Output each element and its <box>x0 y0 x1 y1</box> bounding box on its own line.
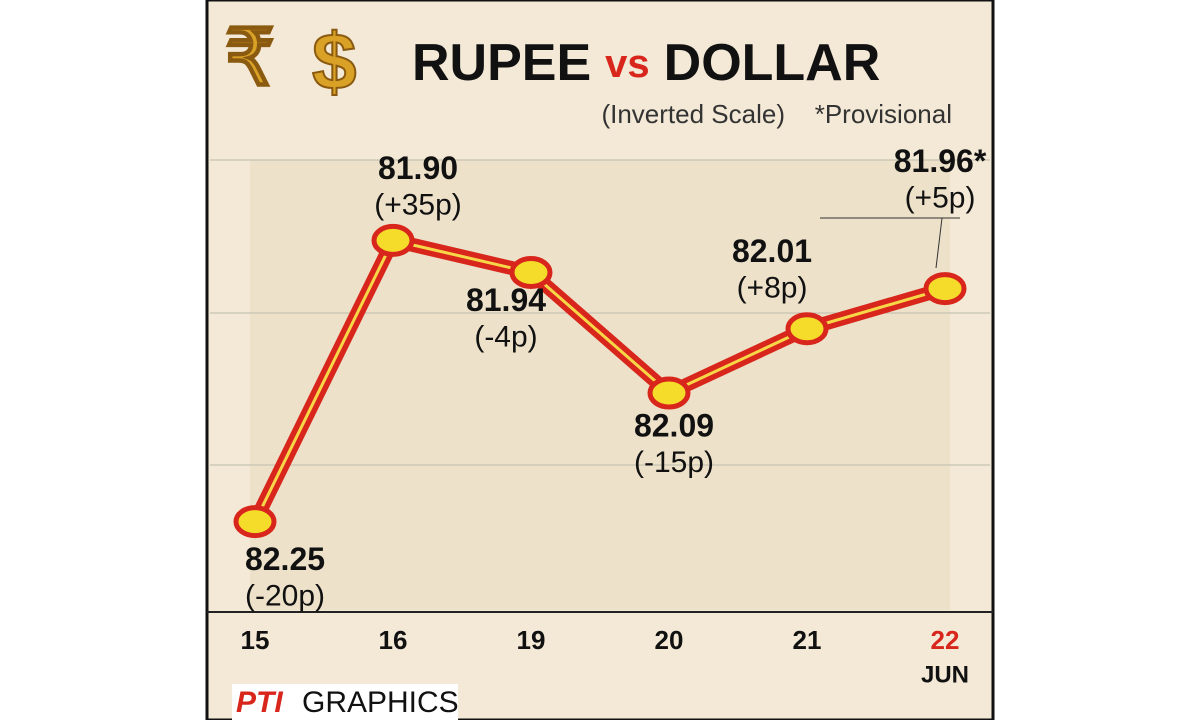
marker <box>785 312 829 346</box>
change-label: (+35p) <box>374 188 462 221</box>
title-part: vs <box>605 42 650 86</box>
title-part: RUPEE <box>412 34 591 92</box>
x-tick-label: 16 <box>379 625 408 655</box>
marker <box>647 376 691 410</box>
rupee-icon: ₹ <box>225 14 275 102</box>
change-label: (+8p) <box>737 272 808 305</box>
source-box <box>232 684 458 720</box>
value-label: 82.25 <box>245 541 325 577</box>
value-label: 81.90 <box>378 150 458 186</box>
x-tick-label: 21 <box>793 625 822 655</box>
line-inner <box>253 238 946 523</box>
subtitle: (Inverted Scale) <box>601 99 785 129</box>
change-label: (-15p) <box>634 446 714 479</box>
banknote-background <box>250 160 950 610</box>
x-tick-label: 22 <box>931 625 960 655</box>
x-tick-label: 20 <box>655 625 684 655</box>
x-tick-label: 19 <box>517 625 546 655</box>
change-label: (-4p) <box>474 320 537 353</box>
value-label: 81.96* <box>894 143 987 179</box>
change-label: (-20p) <box>245 580 325 613</box>
marker <box>371 223 415 257</box>
value-label: 81.94 <box>466 282 546 318</box>
title-part: DOLLAR <box>664 34 881 92</box>
x-unit: JUN <box>921 661 969 688</box>
change-label: (+5p) <box>905 181 976 214</box>
value-label: 82.09 <box>634 407 714 443</box>
marker <box>509 256 553 289</box>
annotation-leader <box>935 217 943 269</box>
marker <box>923 272 967 306</box>
chart-title: RUPEE vs DOLLAR <box>412 34 880 92</box>
value-label: 82.01 <box>732 233 812 269</box>
source: PTI <box>236 686 283 719</box>
marker <box>233 505 277 539</box>
source: GRAPHICS <box>302 686 459 719</box>
dollar-icon: $ <box>312 17 357 106</box>
x-tick-label: 15 <box>241 625 270 655</box>
subtitle: *Provisional <box>815 99 952 129</box>
